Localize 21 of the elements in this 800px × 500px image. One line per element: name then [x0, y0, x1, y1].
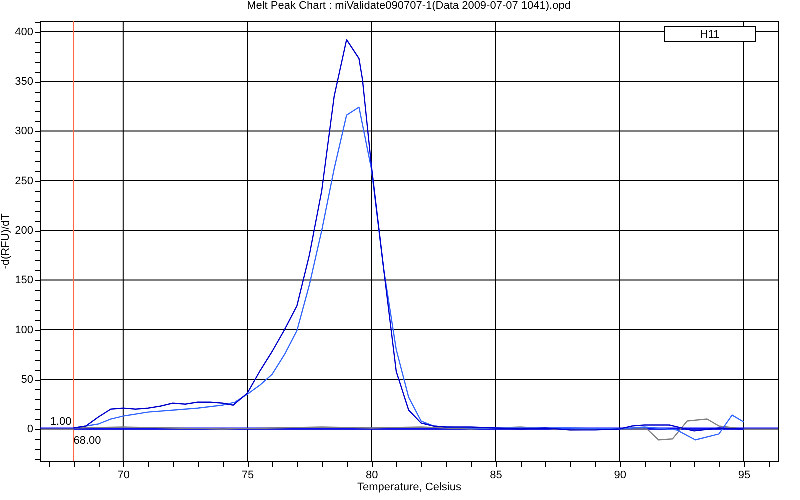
y-tick-label: 50 — [21, 374, 34, 386]
x-axis-title: Temperature, Celsius — [358, 482, 462, 494]
ref-line-label: 68.00 — [74, 435, 102, 448]
x-tick-label: 85 — [490, 470, 502, 482]
ref-line-label: 1.00 — [50, 416, 72, 428]
y-tick-label: 0 — [27, 424, 34, 436]
y-axis-title: -d(RFU)/dT — [0, 213, 12, 270]
x-tick-label: 75 — [242, 470, 254, 482]
y-tick-label: 400 — [15, 26, 34, 38]
x-tick-label: 90 — [614, 470, 626, 482]
y-tick-label: 250 — [15, 175, 34, 188]
x-tick-label: 70 — [118, 470, 130, 482]
label-box: H11 — [664, 26, 756, 42]
y-tick-label: 300 — [15, 126, 34, 138]
y-tick-label: 100 — [15, 324, 34, 336]
y-tick-label: 350 — [15, 76, 34, 88]
x-tick-label: 95 — [738, 470, 751, 482]
y-tick-label: 200 — [15, 225, 34, 238]
x-tick-label: 80 — [366, 470, 378, 482]
y-tick-label: 150 — [15, 274, 34, 287]
chart-title: Melt Peak Chart : miValidate090707-1(Data 2009-07-07 1041).opd — [247, 0, 571, 12]
